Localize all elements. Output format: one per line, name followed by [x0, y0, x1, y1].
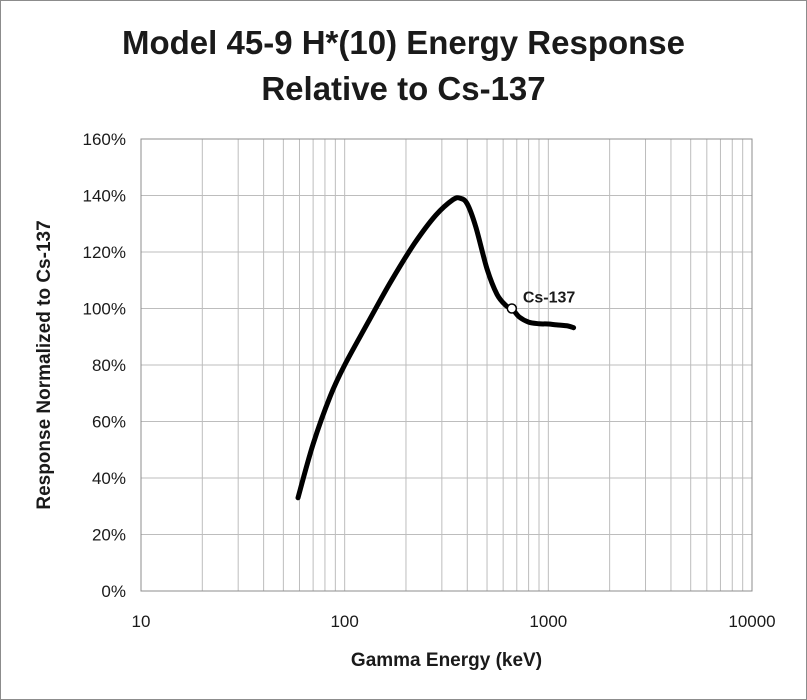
cs137-annotation-label: Cs-137	[523, 290, 576, 307]
y-tick-label: 20%	[92, 526, 126, 545]
x-tick-label: 100	[330, 612, 358, 631]
x-axis-title: Gamma Energy (keV)	[351, 650, 542, 671]
chart-title-line-2: Relative to Cs-137	[261, 70, 546, 107]
y-tick-label: 120%	[83, 243, 126, 262]
y-tick-label: 80%	[92, 356, 126, 375]
chart-title: Model 45-9 H*(10) Energy Response Relati…	[0, 20, 807, 112]
y-tick-labels: 0% 20% 40% 60% 80% 100% 120% 140% 160%	[83, 130, 126, 601]
y-tick-label: 140%	[83, 187, 126, 206]
cs137-marker	[506, 303, 518, 314]
y-tick-label: 60%	[92, 413, 126, 432]
plot-area-border	[140, 138, 753, 592]
y-tick-label: 100%	[83, 300, 126, 319]
y-tick-label: 40%	[92, 469, 126, 488]
x-tick-label: 10	[132, 612, 151, 631]
chart-title-line-1: Model 45-9 H*(10) Energy Response	[122, 24, 685, 61]
x-tick-label: 1000	[529, 612, 567, 631]
x-tick-label: 10000	[728, 612, 775, 631]
y-tick-label: 0%	[101, 582, 126, 601]
x-tick-labels: 10 100 1000 10000	[132, 612, 776, 631]
response-curve	[295, 195, 577, 501]
y-axis-title: Response Normalized to Cs-137	[34, 220, 55, 509]
y-tick-label: 160%	[83, 130, 126, 149]
